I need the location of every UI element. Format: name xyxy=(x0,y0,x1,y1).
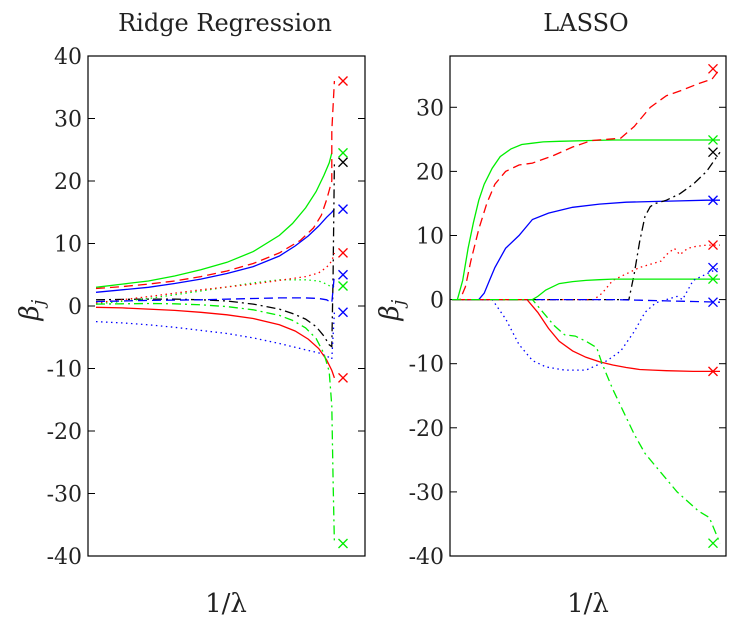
series-line xyxy=(95,312,336,361)
y-tick-label: 0 xyxy=(68,295,82,320)
series-line xyxy=(95,306,336,379)
y-tick-label: 20 xyxy=(54,170,82,195)
ridge-x-axis-label: 1/λ xyxy=(205,589,247,619)
series-line xyxy=(452,278,720,301)
y-tick-label: 0 xyxy=(430,289,444,314)
y-tick-label: -30 xyxy=(409,481,444,506)
y-tick-label: 10 xyxy=(54,233,82,258)
y-tick-label: 30 xyxy=(416,96,444,121)
series-line xyxy=(452,298,720,373)
end-marker xyxy=(338,307,348,318)
end-marker xyxy=(338,372,348,383)
end-marker xyxy=(338,76,348,86)
end-marker xyxy=(338,281,348,291)
end-marker xyxy=(708,366,718,377)
ridge-y-ticks: 40 30 20 10 0 -10 -20 -30 -40 xyxy=(47,45,365,570)
y-tick-label: -20 xyxy=(409,417,444,442)
end-marker xyxy=(338,247,348,258)
series-line xyxy=(452,199,720,301)
series-line xyxy=(95,274,336,304)
lasso-y-axis-label: βj xyxy=(375,299,409,321)
ridge-title: Ridge Regression xyxy=(118,9,332,37)
series-line xyxy=(452,68,721,301)
y-tick-label: 20 xyxy=(416,160,444,185)
y-tick-label: -40 xyxy=(409,545,444,570)
series-line xyxy=(95,80,336,290)
end-marker xyxy=(338,269,348,280)
end-marker xyxy=(708,297,718,308)
ridge-panel: Ridge Regression 40 30 20 10 0 -10 -20 -30 -40 1… xyxy=(15,9,366,619)
end-marker xyxy=(708,195,718,206)
y-tick-label: 40 xyxy=(54,45,82,70)
lasso-y-ticks: 30 20 10 0 -10 -20 -30 -40 xyxy=(409,96,726,570)
series-line xyxy=(452,139,720,301)
y-tick-label: -30 xyxy=(47,483,82,508)
y-tick-label: -10 xyxy=(47,358,82,383)
series-line xyxy=(452,244,720,301)
end-marker xyxy=(338,147,348,158)
end-marker xyxy=(708,240,718,251)
ridge-y-axis-label: βj xyxy=(15,299,49,321)
y-tick-label: -10 xyxy=(409,353,444,378)
y-tick-label: -40 xyxy=(47,545,82,570)
y-tick-label: 10 xyxy=(416,224,444,249)
lasso-series-lines xyxy=(452,68,721,544)
series-line xyxy=(95,162,336,348)
lasso-end-markers xyxy=(708,63,718,549)
lasso-panel: LASSO 30 20 10 0 -10 -20 -30 -40 1/λ βj xyxy=(375,9,727,619)
y-tick-label: -20 xyxy=(47,420,82,445)
series-line xyxy=(452,298,721,303)
y-tick-label: 30 xyxy=(54,108,82,133)
end-marker xyxy=(708,63,718,74)
series-line xyxy=(452,298,721,544)
series-line xyxy=(95,208,335,293)
lasso-plot-frame xyxy=(449,55,727,557)
ridge-series-lines xyxy=(95,80,336,544)
ridge-plot-frame xyxy=(87,55,366,557)
lasso-title: LASSO xyxy=(543,9,628,37)
end-marker xyxy=(338,157,348,168)
series-line xyxy=(452,151,721,301)
series-line xyxy=(95,252,336,304)
series-line xyxy=(452,266,721,371)
end-marker xyxy=(338,538,348,549)
end-marker xyxy=(708,262,718,273)
ridge-end-markers xyxy=(338,76,348,549)
end-marker xyxy=(708,135,718,145)
end-marker xyxy=(708,538,718,549)
lasso-x-axis-label: 1/λ xyxy=(567,589,609,619)
series-line xyxy=(95,152,333,288)
series-line xyxy=(95,279,335,305)
end-marker xyxy=(338,204,348,215)
end-marker xyxy=(708,274,718,285)
series-line xyxy=(95,302,336,544)
end-marker xyxy=(708,147,718,158)
